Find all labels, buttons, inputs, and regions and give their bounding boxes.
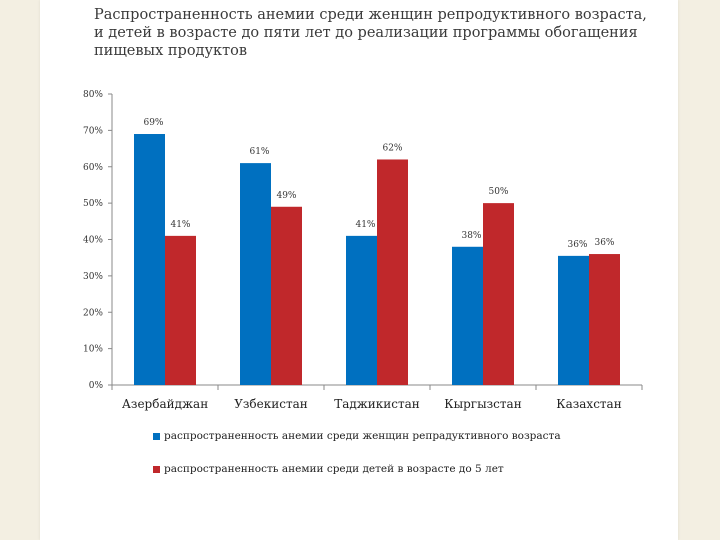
y-tick-label: 70% (83, 126, 103, 136)
category-label: Узбекистан (234, 397, 308, 411)
legend-swatch-children (153, 465, 160, 473)
bar-children (377, 159, 408, 385)
data-label: 50% (488, 187, 508, 197)
data-label: 36% (594, 238, 614, 248)
y-tick-label: 20% (83, 308, 103, 318)
bar-children (165, 235, 196, 385)
data-label: 62% (382, 143, 402, 153)
data-label: 41% (170, 220, 190, 230)
legend-item-women: распространенность анемии среди женщин р… (153, 430, 561, 442)
legend-swatch-women (153, 432, 160, 440)
data-label: 49% (276, 191, 296, 201)
legend-item-children: распространенность анемии среди детей в … (153, 463, 504, 475)
y-tick-label: 10% (83, 345, 103, 355)
bar-children (483, 203, 514, 385)
category-label: Казахстан (556, 397, 621, 411)
bar-women (558, 255, 589, 385)
y-tick-label: 60% (83, 163, 103, 173)
y-tick-label: 40% (83, 236, 103, 246)
data-label: 36% (567, 240, 587, 250)
data-label: 61% (249, 147, 269, 157)
y-tick-label: 50% (83, 199, 103, 209)
bar-children (271, 206, 302, 385)
category-label: Таджикистан (334, 397, 420, 411)
bar-women (452, 246, 483, 385)
category-label: Кыргызстан (444, 397, 521, 411)
y-tick-label: 30% (83, 272, 103, 282)
y-tick-label: 0% (89, 381, 104, 391)
data-label: 41% (355, 220, 375, 230)
data-label: 38% (461, 231, 481, 241)
bar-women (240, 163, 271, 385)
chart-title: Распространенность анемии среди женщин р… (94, 7, 647, 59)
legend-label-children: распространенность анемии среди детей в … (164, 463, 504, 475)
bar-women (134, 134, 165, 385)
y-tick-label: 80% (83, 90, 103, 100)
category-label: Азербайджан (122, 397, 208, 411)
legend-label-women: распространенность анемии среди женщин р… (164, 430, 561, 442)
data-label: 69% (143, 118, 163, 128)
bar-women (346, 235, 377, 385)
bar-children (589, 254, 620, 385)
